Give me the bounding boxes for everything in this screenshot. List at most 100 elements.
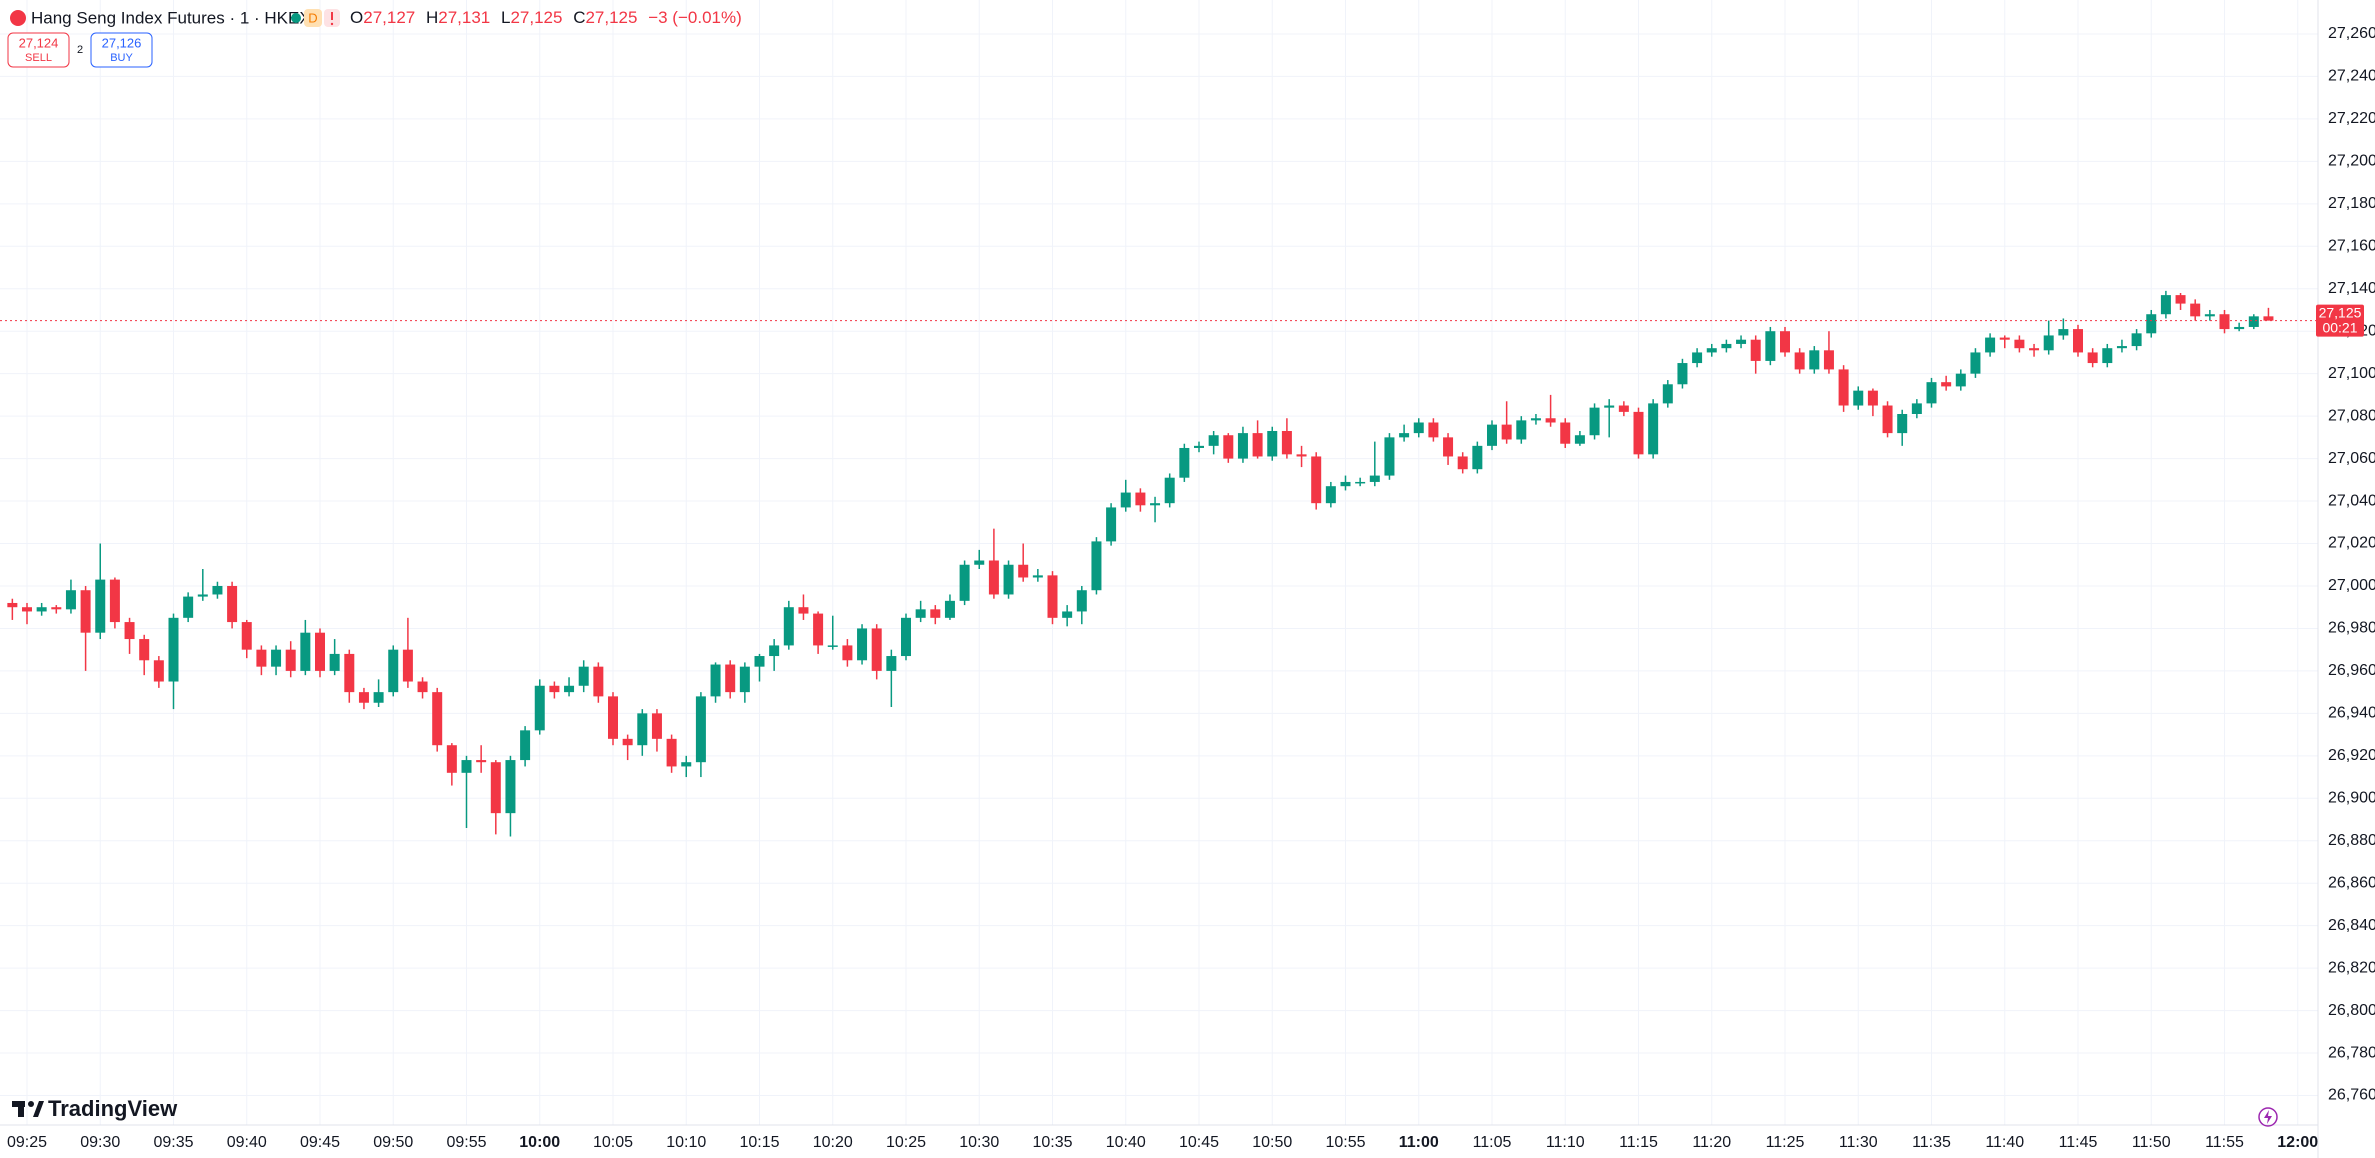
candle-body: [373, 692, 384, 703]
candle-body: [1325, 486, 1336, 504]
x-tick-label: 10:35: [1032, 1134, 1072, 1151]
candle-body: [505, 760, 516, 814]
candle-body: [666, 738, 677, 767]
candle-body: [1399, 433, 1410, 438]
candle-body: [1750, 339, 1761, 361]
candle-body: [783, 607, 794, 646]
candle-body: [534, 685, 545, 731]
delay-badge[interactable]: D: [308, 10, 317, 25]
candle-body: [388, 649, 399, 693]
x-tick-label: 11:25: [1766, 1134, 1805, 1151]
lightning-button[interactable]: [2258, 1107, 2278, 1127]
candle-body: [2263, 316, 2274, 321]
candle-body: [490, 762, 501, 814]
x-tick-label: 10:55: [1325, 1134, 1365, 1151]
logo-mark: [18, 1101, 24, 1117]
candle-body: [2160, 295, 2171, 315]
candle-body: [1032, 575, 1043, 578]
y-tick-label: 26,780: [2328, 1044, 2375, 1061]
candle-body: [1985, 337, 1996, 353]
candle-body: [271, 649, 282, 667]
candle-body: [1369, 475, 1380, 482]
x-tick-label: 09:25: [7, 1134, 47, 1151]
candle-body: [1618, 405, 1629, 412]
candle-body: [1574, 435, 1585, 444]
y-tick-label: 27,220: [2328, 110, 2375, 127]
candle-body: [857, 628, 868, 661]
candle-body: [1853, 390, 1864, 406]
candle-body: [1501, 424, 1512, 440]
x-tick-label: 11:55: [2205, 1134, 2244, 1151]
x-tick-label: 10:40: [1106, 1134, 1146, 1151]
candle-body: [95, 579, 106, 633]
candle-body: [124, 622, 135, 640]
candle-body: [695, 696, 706, 763]
candle-body: [1252, 433, 1263, 457]
candle-body: [1340, 481, 1351, 487]
candle-body: [988, 560, 999, 595]
candle-body: [1487, 424, 1497, 446]
candle-body: [2043, 335, 2054, 351]
candle-body: [593, 666, 604, 697]
candle-body: [2073, 329, 2083, 353]
x-tick-label: 11:50: [2132, 1134, 2171, 1151]
candle-body: [2102, 348, 2113, 364]
logo-text[interactable]: TradingView: [48, 1096, 178, 1121]
axes: 26,760 26,780 26,800 26,820 26,840 26,860 26,8…: [7, 25, 2375, 1151]
candle-body: [651, 713, 662, 739]
candle-body: [2029, 348, 2040, 351]
candle-body: [2146, 314, 2157, 334]
grid: [0, 0, 2318, 1125]
candle-body: [1516, 420, 1527, 440]
x-tick-label: 11:15: [1619, 1134, 1658, 1151]
countdown: 00:21: [2322, 319, 2357, 335]
badge-box: [304, 9, 322, 27]
ohlc-value: 27,125: [585, 8, 637, 27]
candle-body: [1384, 437, 1395, 476]
x-tick-label: 09:50: [373, 1134, 413, 1151]
y-tick-label: 26,900: [2328, 790, 2375, 807]
x-tick-label: 10:00: [519, 1134, 560, 1151]
x-tick-label: 09:40: [227, 1134, 267, 1151]
candle-body: [2116, 346, 2127, 349]
candle-body: [2058, 329, 2069, 336]
candle-body: [1838, 369, 1849, 406]
candle-body: [798, 607, 809, 614]
x-tick-label: 09:55: [446, 1134, 486, 1151]
x-tick-label: 11:20: [1692, 1134, 1731, 1151]
candle-body: [1135, 492, 1146, 506]
ohlc-legend: O27,127 H27,131 L27,125 C27,125 −3 (−0.0…: [350, 8, 742, 27]
candle-body: [300, 632, 311, 671]
candle-body: [1999, 337, 2010, 340]
candle-body: [1223, 435, 1234, 459]
y-tick-label: 27,020: [2328, 535, 2375, 552]
y-tick-label: 27,000: [2328, 577, 2375, 594]
sell-button[interactable]: [7, 32, 70, 68]
candle-body: [2234, 326, 2245, 330]
candle-body: [1941, 382, 1952, 387]
candle-body: [1589, 407, 1600, 436]
logo-mark: [28, 1101, 34, 1107]
candle-body: [827, 645, 838, 647]
buy-label: BUY: [110, 52, 133, 64]
candle-body: [813, 613, 824, 646]
y-tick-label: 27,060: [2328, 450, 2375, 467]
candle-body: [22, 607, 32, 612]
candle-body: [1443, 437, 1454, 457]
symbol-title[interactable]: Hang Seng Index Futures · 1 · HKEX: [31, 8, 311, 27]
candle-body: [1970, 352, 1981, 374]
lightning-icon: [2264, 1110, 2272, 1124]
candle-body: [1633, 411, 1644, 455]
candle-body: [2190, 303, 2201, 317]
candle-body: [2087, 352, 2098, 364]
y-tick-label: 27,100: [2328, 365, 2375, 382]
candle-body: [51, 607, 62, 610]
buy-button[interactable]: [90, 32, 153, 68]
candle-body: [65, 590, 76, 610]
candle-body: [2131, 333, 2142, 347]
candle-body: [944, 600, 955, 618]
x-tick-label: 11:40: [1985, 1134, 2024, 1151]
candle-body: [1076, 590, 1087, 612]
y-tick-label: 26,980: [2328, 620, 2375, 637]
